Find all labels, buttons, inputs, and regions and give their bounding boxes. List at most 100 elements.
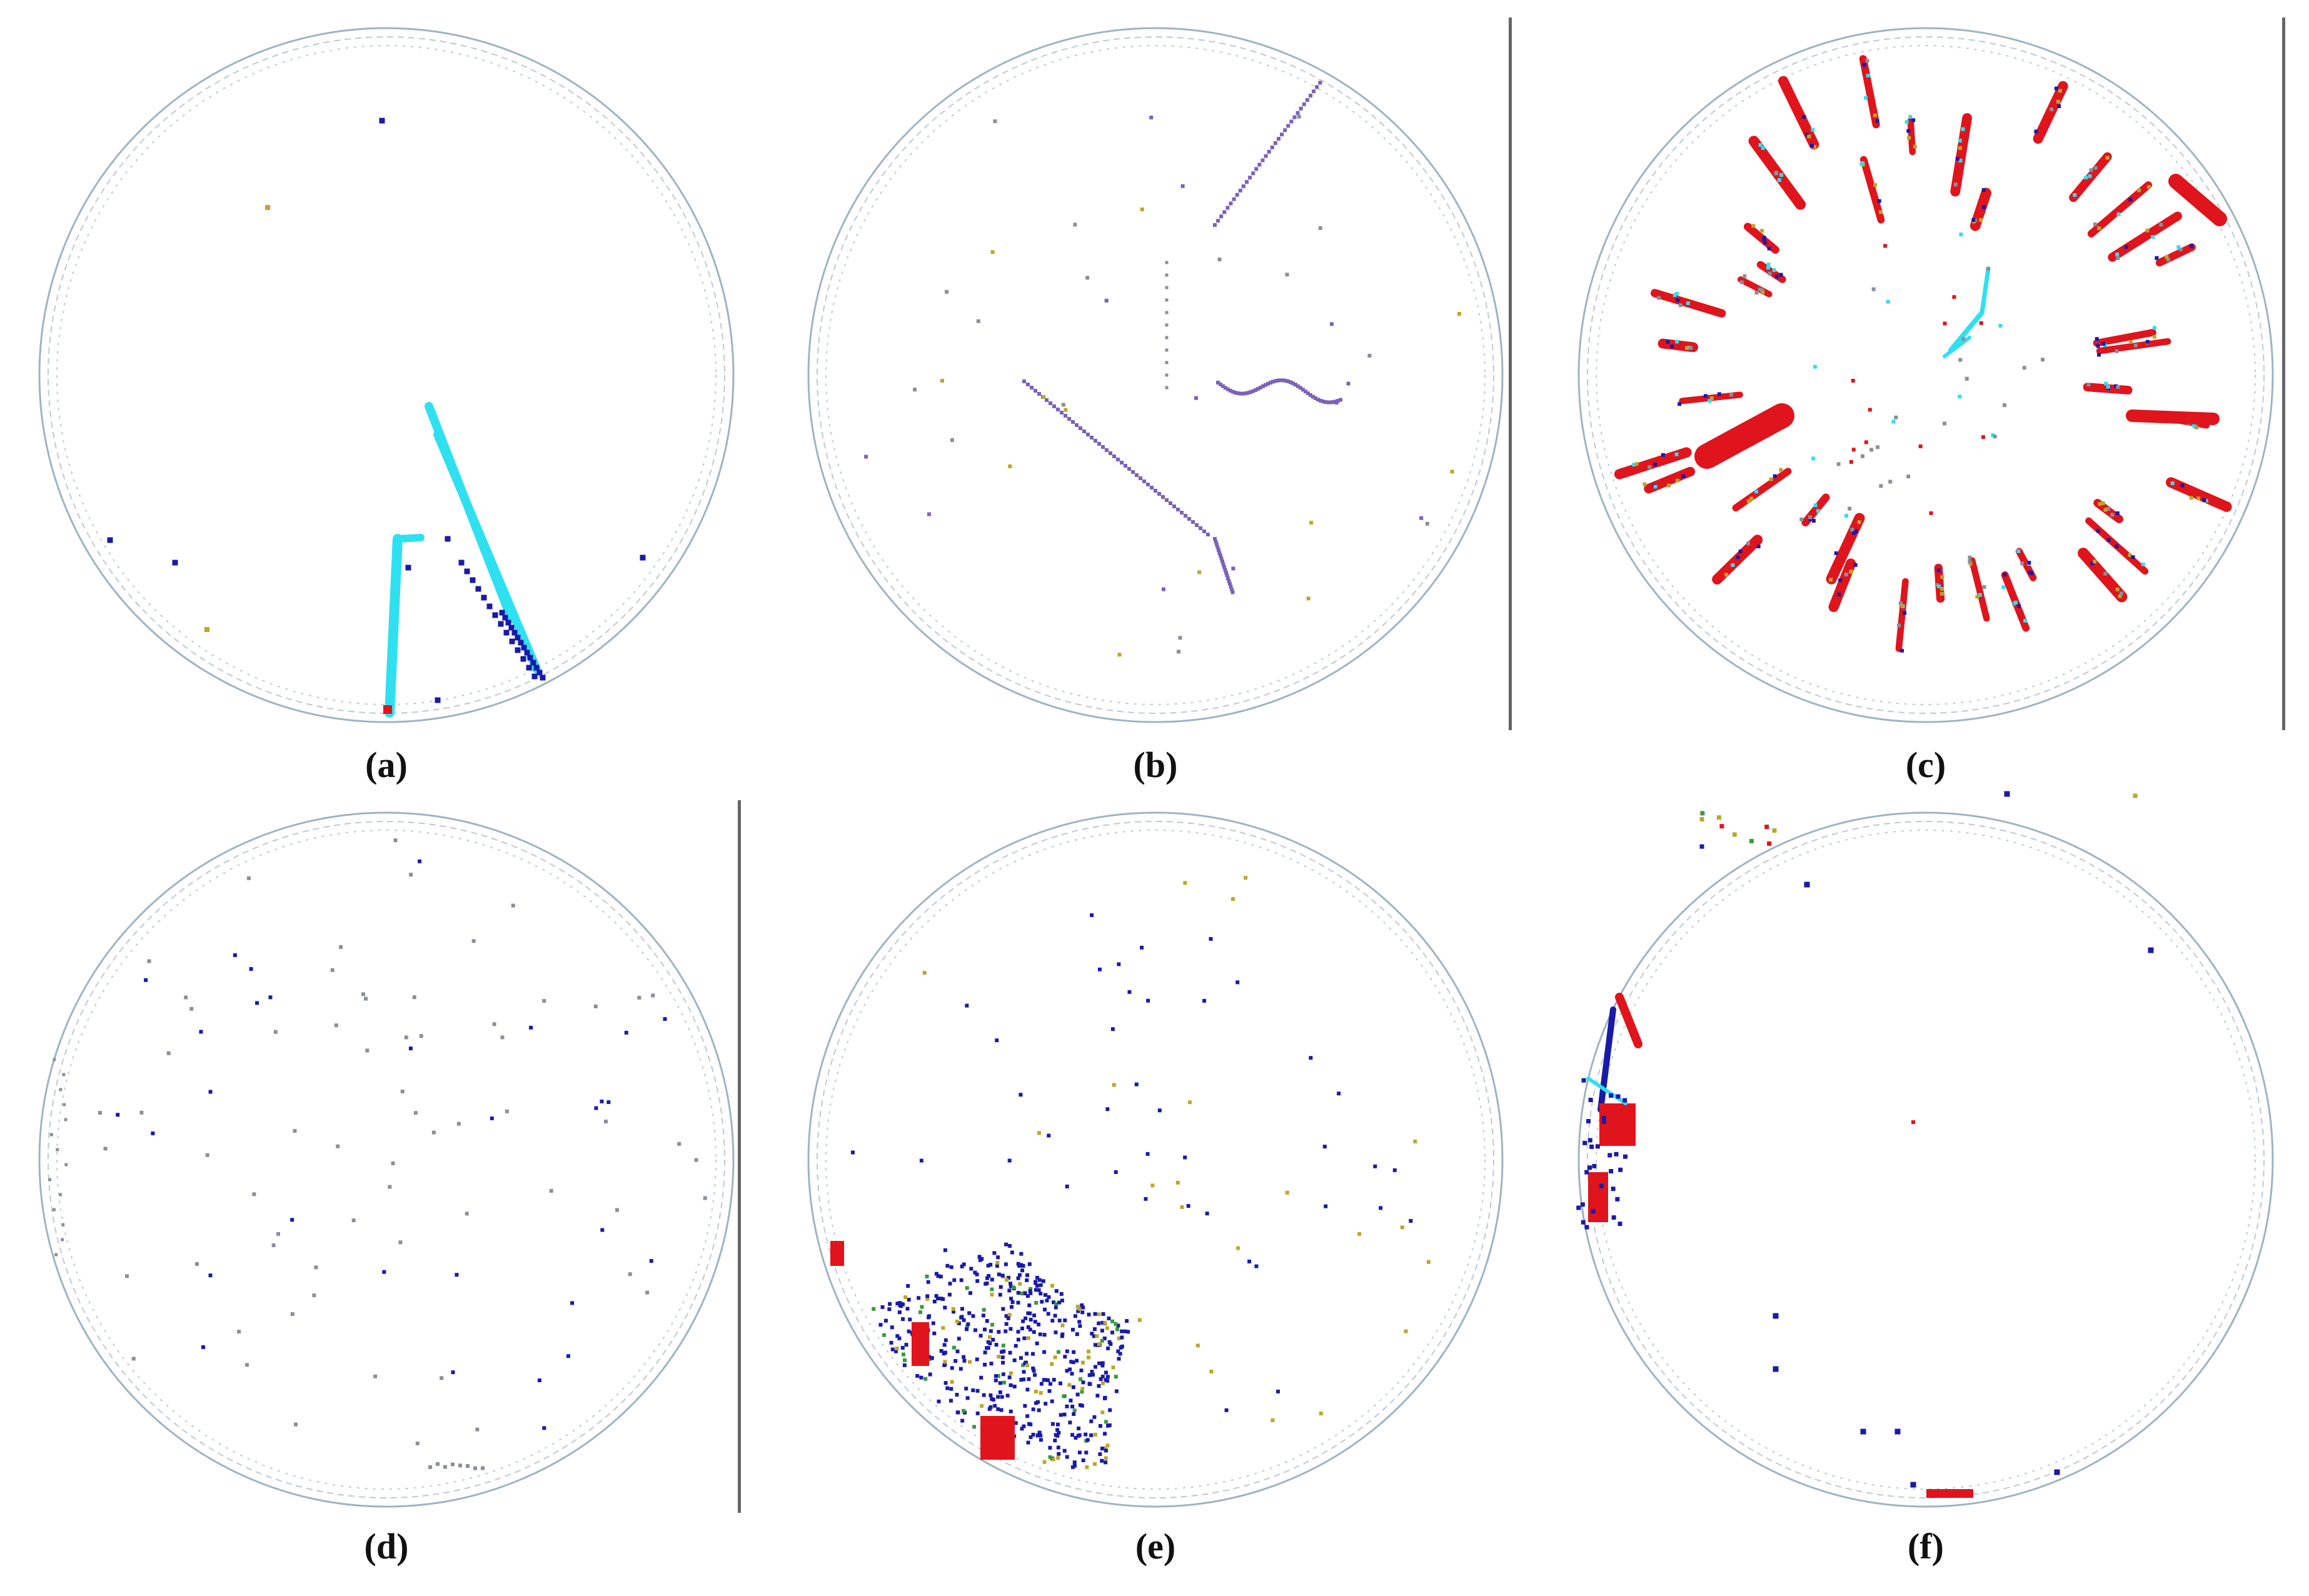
hit-point [1064, 414, 1067, 418]
hit-point [939, 1297, 943, 1301]
hit-point [1802, 114, 1806, 119]
hit-point [1116, 458, 1120, 461]
hit-point [1042, 1350, 1047, 1354]
hit-point [985, 1319, 989, 1323]
hit-point [1860, 1428, 1866, 1435]
hit-point [2115, 252, 2120, 256]
hit-point [1068, 1367, 1072, 1372]
hit-point [1217, 258, 1222, 262]
hit-point [492, 612, 498, 618]
hit-point [54, 1253, 58, 1257]
hit-point [419, 1034, 423, 1038]
hit-point [959, 1315, 963, 1320]
hit-point [1027, 1303, 1032, 1308]
hit-point [962, 1262, 966, 1267]
hit-point [927, 1315, 931, 1320]
hit-point [1007, 1158, 1012, 1163]
hit-point [1681, 474, 1686, 478]
hit-point [934, 1272, 938, 1276]
hit-point [915, 1373, 920, 1378]
hit-point [997, 1330, 1001, 1334]
hit-point [59, 1088, 63, 1092]
hit-point [527, 655, 533, 661]
hit-point [1100, 1320, 1105, 1325]
hit-point [2166, 258, 2170, 262]
hit-point [1117, 1336, 1121, 1340]
hit-point [1029, 1422, 1033, 1427]
hit-point [1296, 384, 1300, 388]
hit-point [962, 1355, 966, 1359]
hit-point [1050, 1399, 1054, 1403]
hit-point [1076, 1309, 1080, 1313]
hit-point [2145, 228, 2150, 233]
hit-point [988, 1329, 993, 1333]
hit-point [600, 1099, 604, 1103]
hit-point [1764, 825, 1769, 830]
hit-point [1238, 188, 1242, 193]
hit-point [703, 1196, 707, 1200]
hit-point [1731, 563, 1735, 567]
hit-point [1653, 462, 1658, 466]
hit-point [1100, 1381, 1105, 1385]
hit-point [986, 1263, 990, 1268]
hit-point [458, 1463, 462, 1468]
hit-point [475, 586, 481, 592]
hit-point [124, 1274, 129, 1278]
hit-point [1097, 1361, 1102, 1365]
detector-ring [1577, 811, 2274, 1508]
hit-point [1754, 489, 1759, 494]
hit-point [1285, 1190, 1289, 1195]
hit-point [1247, 1259, 1252, 1263]
hit-point [400, 1089, 405, 1093]
hit-point [1114, 1375, 1118, 1379]
detector-ring [807, 27, 1504, 723]
hit-point [996, 1374, 1000, 1378]
detector-ring [1587, 821, 2265, 1498]
hit-point [1276, 378, 1280, 383]
hit-point [1766, 266, 1770, 270]
hit-point [451, 1462, 455, 1467]
hit-point [1027, 1377, 1031, 1382]
hit-point [1270, 145, 1274, 149]
hit-point [1101, 445, 1105, 449]
hit-point [1175, 1180, 1180, 1185]
hit-point [293, 1422, 298, 1427]
hit-point [1958, 138, 1962, 143]
hit-point [1971, 218, 1976, 222]
hit-point [1910, 1482, 1916, 1488]
hit-point [1844, 514, 1849, 518]
hit-point [1093, 1312, 1097, 1316]
panel-label-c: (c) [1905, 745, 1946, 785]
hit-point [1232, 197, 1236, 201]
hit-point [1774, 171, 1779, 175]
hit-point [1023, 1292, 1027, 1296]
hit-point [1260, 158, 1265, 163]
hit-point [1012, 1285, 1016, 1290]
hit-point [965, 1324, 969, 1328]
hit-point [600, 1228, 605, 1232]
hit-point [1055, 1428, 1060, 1432]
hit-point [440, 1376, 444, 1380]
hit-point [1062, 1448, 1067, 1453]
hit-point [987, 1273, 991, 1278]
hit-point [1968, 555, 1972, 560]
hit-point [992, 1251, 997, 1255]
hit-point [1329, 400, 1332, 404]
hit-point [1010, 1300, 1015, 1304]
track [1980, 266, 1991, 315]
hit-point [1097, 967, 1102, 971]
hit-point [1072, 1408, 1077, 1413]
hit-point [1227, 579, 1231, 583]
hit-point [890, 1347, 895, 1352]
hit-point [404, 1035, 408, 1040]
hit-point [1716, 815, 1721, 820]
hit-point [1069, 1360, 1074, 1364]
hit-point [1743, 274, 1747, 278]
hit-point [1047, 1133, 1051, 1138]
hit-point [2004, 791, 2010, 797]
hit-point [1891, 419, 1896, 424]
hit-point [938, 1275, 943, 1279]
hit-point [1584, 1170, 1589, 1175]
hit-point [996, 1395, 1000, 1399]
hit-point [2016, 549, 2021, 553]
